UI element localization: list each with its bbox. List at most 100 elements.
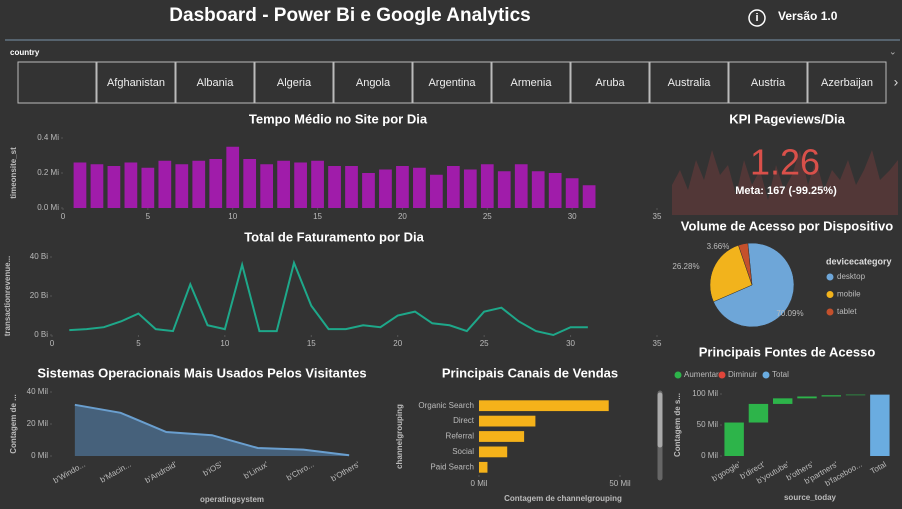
info-icon[interactable] xyxy=(748,9,766,27)
bar xyxy=(362,173,375,208)
y-axis-label: channelgrouping xyxy=(395,404,404,469)
bar xyxy=(479,415,536,427)
slicer-collapse[interactable]: ⌄ xyxy=(889,46,897,56)
slicer-item[interactable] xyxy=(649,61,729,104)
pie-label: 26.28% xyxy=(672,262,699,271)
y-tick-label: 0 Bi xyxy=(34,330,48,339)
slicer-item[interactable] xyxy=(807,61,887,104)
pie-slice xyxy=(713,242,795,328)
bar xyxy=(277,160,290,208)
slicer-item[interactable] xyxy=(96,61,176,104)
x-tick-label: 35 xyxy=(653,339,662,348)
chart-title: Total de Faturamento por Dia xyxy=(244,229,424,244)
y-tick-label: Direct xyxy=(453,416,475,425)
x-tick-label: 50 Mil xyxy=(609,479,631,488)
y-tick-label: 40 Bi xyxy=(30,252,48,261)
kpi-trend-background xyxy=(672,150,898,215)
bar xyxy=(124,162,138,208)
x-axis-label: Contagem de channelgrouping xyxy=(504,494,622,503)
x-tick-label: 30 xyxy=(566,339,575,348)
bar xyxy=(531,171,545,208)
line xyxy=(69,259,588,337)
x-axis-label: source_today xyxy=(784,493,837,502)
slicer-item-label: Azerbaijan xyxy=(821,77,873,89)
slicer-item[interactable] xyxy=(491,61,571,104)
legend-swatch xyxy=(826,291,834,298)
slicer-item[interactable] xyxy=(570,61,650,104)
bar xyxy=(260,164,274,208)
legend-label: Total xyxy=(772,370,789,379)
slicer-item-label: Afghanistan xyxy=(107,77,165,89)
legend-title: devicecategory xyxy=(826,256,892,266)
pie-slice xyxy=(738,242,753,286)
slicer-item-label: Aruba xyxy=(595,77,625,89)
area-line xyxy=(74,403,350,457)
x-tick-label: 10 xyxy=(228,212,237,221)
legend-swatch xyxy=(674,371,682,379)
slicer-item[interactable] xyxy=(333,61,413,104)
bar xyxy=(479,400,609,412)
y-tick-label: 100 Mil xyxy=(692,389,718,398)
x-tick-label: 10 xyxy=(220,339,229,348)
bar xyxy=(479,446,508,458)
slicer-item-label: Australia xyxy=(668,77,712,89)
y-tick-label: 20 Bi xyxy=(30,291,48,300)
bar xyxy=(192,160,206,208)
legend-swatch xyxy=(718,371,726,379)
x-tick-label: 0 Mil xyxy=(471,479,488,488)
chart-title: Sistemas Operacionais Mais Usados Pelos … xyxy=(37,365,366,380)
bar xyxy=(497,171,511,208)
bar xyxy=(479,431,525,442)
bar xyxy=(158,160,172,208)
bar xyxy=(565,178,579,208)
x-tick-label: 25 xyxy=(480,339,489,348)
x-tick-label: 5 xyxy=(136,339,141,348)
slicer-item-label: Algeria xyxy=(277,77,312,89)
bar xyxy=(175,164,189,208)
waterfall-bar xyxy=(845,394,866,396)
legend-label: Aumentar xyxy=(684,370,719,379)
slicer-item[interactable] xyxy=(728,61,808,104)
chart-title: Volume de Acesso por Dispositivo xyxy=(681,218,893,233)
bar xyxy=(141,167,155,208)
x-tick-label: 20 xyxy=(398,212,407,221)
kpi-value: 1.26 xyxy=(750,142,820,183)
x-tick-label: 0 xyxy=(50,339,55,348)
y-tick-label: Paid Search xyxy=(430,462,474,471)
x-tick-label: 15 xyxy=(307,339,316,348)
pie-label: 3.66% xyxy=(707,242,730,251)
waterfall-bar xyxy=(821,395,841,397)
x-tick-label: 0 xyxy=(61,212,66,221)
y-tick-label: 0.0 Mi xyxy=(37,203,59,212)
bar xyxy=(328,166,341,208)
version: Versão 1.0 xyxy=(778,9,838,23)
y-tick-label: 0.2 Mi xyxy=(37,168,59,177)
y-tick-label: 0.4 Mi xyxy=(37,133,59,142)
slicer-item[interactable] xyxy=(412,61,492,104)
slicer-item[interactable] xyxy=(254,61,334,104)
chart-title: KPI Pageviews/Dia xyxy=(729,111,845,126)
waterfall-bar xyxy=(870,394,890,456)
y-tick-label: Referral xyxy=(446,432,475,441)
y-tick-label: Organic Search xyxy=(418,401,474,410)
slicer-item[interactable] xyxy=(175,61,255,104)
bar xyxy=(311,160,324,208)
bar xyxy=(379,169,392,208)
bar xyxy=(243,159,257,208)
chart-title: Principais Canais de Vendas xyxy=(442,365,618,380)
legend-swatch xyxy=(826,308,834,316)
bar xyxy=(514,164,528,208)
y-axis-label: transactionrevenue... xyxy=(3,256,12,336)
y-tick-label: 0 Mil xyxy=(701,451,718,460)
dashboard-title: Dasboard - Power Bi e Google Analytics xyxy=(169,5,530,26)
bar xyxy=(73,162,87,208)
slicer-item-label: Argentina xyxy=(428,77,476,89)
slicer-item-empty[interactable] xyxy=(17,61,97,104)
x-tick-label: 20 xyxy=(393,339,402,348)
slicer-next[interactable]: › xyxy=(894,74,899,90)
y-tick-label: 0 Mil xyxy=(31,451,48,460)
x-tick-label: 5 xyxy=(146,212,151,221)
legend-label: tablet xyxy=(837,307,857,316)
chart-title: Principais Fontes de Acesso xyxy=(699,344,876,359)
